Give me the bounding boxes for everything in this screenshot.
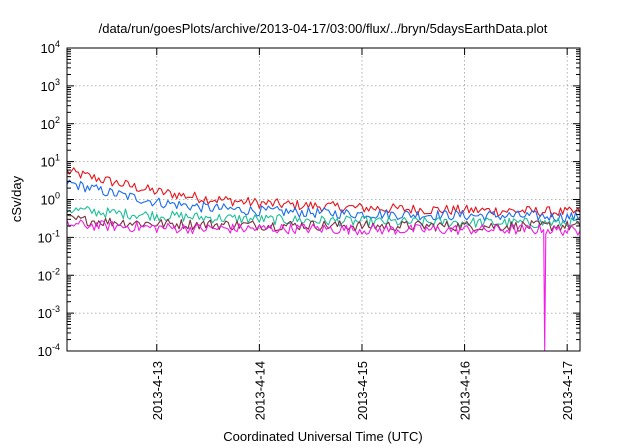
y-tick-exponent: 4	[55, 39, 60, 49]
y-tick-exponent: 0	[55, 191, 60, 201]
series-line	[66, 179, 581, 223]
x-tick-label: 2013-4-17	[560, 361, 575, 420]
x-tick-labels: 2013-4-13 2013-4-14 2013-4-15 2013-4-16 2013…	[150, 361, 575, 420]
y-tick-label: 102	[41, 115, 60, 132]
ticks	[67, 47, 580, 352]
y-tick-label: 100	[41, 191, 60, 208]
y-tick-label: 103	[41, 77, 60, 94]
y-tick-label: 10-2	[38, 266, 60, 283]
y-tick-exponent: -4	[52, 342, 60, 352]
y-tick-exponent: -2	[52, 266, 60, 276]
y-tick-base: 10	[38, 306, 52, 321]
x-tick-label: 2013-4-14	[252, 361, 267, 420]
y-tick-base: 10	[41, 193, 55, 208]
y-tick-base: 10	[38, 230, 52, 245]
y-tick-exponent: -1	[52, 228, 60, 238]
y-tick-exponent: 3	[55, 77, 60, 87]
x-tick-label: 2013-4-15	[355, 361, 370, 420]
y-tick-base: 10	[41, 79, 55, 94]
y-tick-exponent: 1	[55, 153, 60, 163]
y-tick-base: 10	[38, 268, 52, 283]
y-tick-exponent: -3	[52, 304, 60, 314]
y-tick-label: 10-4	[38, 342, 60, 359]
y-tick-base: 10	[38, 344, 52, 359]
series-layer	[66, 167, 581, 352]
y-tick-base: 10	[41, 41, 55, 56]
y-tick-label: 104	[41, 39, 60, 56]
x-tick-label: 2013-4-13	[150, 361, 165, 420]
x-axis-label: Coordinated Universal Time (UTC)	[223, 429, 422, 444]
grid	[67, 48, 580, 351]
chart-title: /data/run/goesPlots/archive/2013-04-17/0…	[99, 21, 548, 36]
y-tick-base: 10	[41, 155, 55, 170]
y-tick-exponent: 2	[55, 115, 60, 125]
series-line	[66, 205, 581, 229]
y-tick-base: 10	[41, 117, 55, 132]
y-tick-label: 10-3	[38, 304, 60, 321]
series-line	[66, 219, 581, 352]
y-tick-label: 10-1	[38, 228, 60, 245]
x-tick-label: 2013-4-16	[458, 361, 473, 420]
y-axis-label: cSv/day	[9, 175, 24, 222]
y-tick-label: 101	[41, 153, 60, 170]
